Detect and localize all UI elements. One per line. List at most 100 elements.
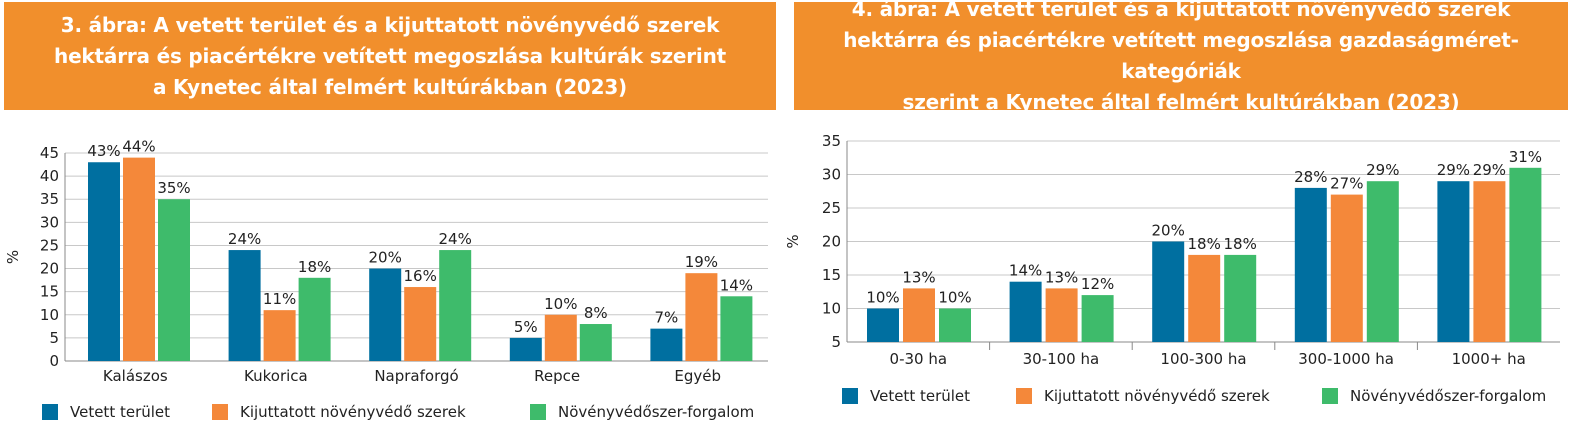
bar [939,308,971,342]
bar [404,287,437,361]
bar [123,157,155,361]
bar [650,328,683,361]
y-tick-label: 0 [49,352,59,370]
legend-label: Vetett terület [70,403,171,421]
data-label: 8% [584,304,608,322]
legend-label: Kijuttatott növényvédő szerek [240,403,466,421]
bar [88,162,120,361]
bar [158,199,190,361]
data-label: 12% [1081,275,1114,293]
data-label: 10% [544,295,577,313]
bar [1473,181,1506,342]
data-label: 18% [298,258,331,276]
y-tick-label: 35 [822,132,841,150]
data-label: 29% [1366,161,1399,179]
bar [579,324,612,361]
bar [1224,254,1257,342]
data-label: 20% [1152,222,1185,240]
y-tick-label: 10 [822,300,841,318]
x-tick-label: Kalászos [103,367,168,385]
legend-swatch [1322,388,1338,404]
data-label: 11% [263,290,296,308]
y-tick-label: 25 [822,199,841,217]
y-tick-label: 5 [831,333,841,351]
bar-chart-3: 0 5 10 15 20 25 30 35 40 45% 43% 44% 35% Kalászos 24% 1… [4,138,768,385]
bar [1188,254,1221,342]
x-tick-label: Kukorica [244,367,308,385]
data-label: 43% [87,142,120,160]
legend: Vetett terület Kijuttatott növényvédő sz… [0,402,778,422]
y-tick-label: 5 [49,329,59,347]
legend-label: Növényvédőszer-forgalom [1350,387,1547,405]
x-tick-label: 300-1000 ha [1298,350,1394,368]
bar [544,314,577,361]
data-label: 20% [369,249,402,267]
bar [1081,295,1114,342]
legend-item-forgalom: Növényvédőszer-forgalom [1322,387,1546,405]
y-tick-label: 45 [40,144,59,162]
y-tick-label: 20 [822,233,841,251]
chart-title: 4. ábra: A vetett terület és a kijuttato… [843,0,1519,114]
legend-swatch [1016,388,1032,404]
data-label: 24% [439,230,472,248]
legend-item-vetett: Vetett terület [842,387,970,405]
x-tick-label: Repce [534,367,580,385]
y-tick-label: 20 [40,260,59,278]
legend-item-vetett: Vetett terület [42,403,170,421]
data-label: 44% [122,138,155,156]
bar [1045,288,1078,342]
bar [1509,167,1542,342]
data-label: 16% [404,267,437,285]
data-label: 14% [720,276,753,294]
data-label: 5% [514,318,538,336]
chart-panel-3: 3. ábra: A vetett terület és a kijuttato… [0,0,778,432]
chart-title: 3. ábra: A vetett terület és a kijuttato… [54,12,726,99]
data-label: 19% [685,253,718,271]
y-tick-label: 30 [822,166,841,184]
bar [867,308,899,342]
legend-swatch [530,404,546,420]
legend-item-forgalom: Növényvédőszer-forgalom [530,403,754,421]
legend: Vetett terület Kijuttatott növényvédő sz… [790,386,1570,406]
x-tick-label: 0-30 ha [890,350,948,368]
bar [369,268,402,361]
bar [685,273,718,361]
data-label: 29% [1473,161,1506,179]
y-axis-title: % [4,250,22,264]
x-tick-label: Napraforgó [374,367,458,385]
data-label: 7% [655,309,679,327]
data-label: 35% [157,179,190,197]
legend-swatch [212,404,228,420]
x-tick-label: Egyéb [674,367,721,385]
bar [1152,241,1185,342]
bar [1009,281,1042,342]
y-tick-label: 40 [40,167,59,185]
legend-label: Vetett terület [870,387,971,405]
y-axis-title: % [784,234,802,248]
bar [228,250,261,361]
data-label: 18% [1188,235,1221,253]
data-label: 10% [866,289,899,307]
bar [298,277,331,361]
data-label: 27% [1330,175,1363,193]
y-tick-label: 30 [40,213,59,231]
chart-title-box: 3. ábra: A vetett terület és a kijuttato… [4,2,776,110]
bar [1330,194,1363,342]
data-label: 14% [1009,262,1042,280]
y-tick-label: 25 [40,236,59,254]
bar [439,250,472,361]
chart-title-box: 4. ábra: A vetett terület és a kijuttato… [794,0,1568,114]
data-label: 29% [1437,161,1470,179]
data-label: 13% [902,268,935,286]
data-label: 24% [228,230,261,248]
x-tick-label: 100-300 ha [1160,350,1246,368]
data-label: 10% [938,289,971,307]
y-tick-label: 15 [822,266,841,284]
data-label: 13% [1045,268,1078,286]
bar [1366,181,1399,342]
legend-item-kijuttatott: Kijuttatott növényvédő szerek [1016,387,1270,405]
bar [720,296,753,361]
legend-item-kijuttatott: Kijuttatott növényvédő szerek [212,403,466,421]
legend-swatch [842,388,858,404]
bar [903,288,935,342]
